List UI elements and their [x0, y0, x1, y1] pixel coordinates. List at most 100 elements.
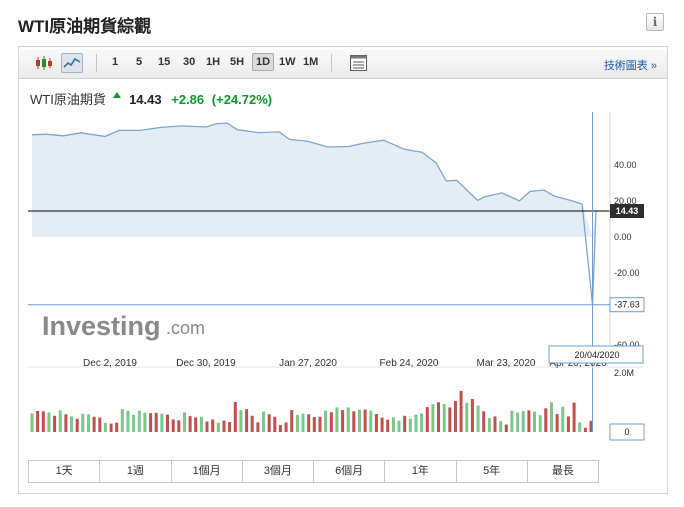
volume-bar	[233, 402, 237, 432]
range-6m[interactable]: 6個月	[314, 461, 386, 482]
volume-bar	[482, 411, 486, 432]
toolbar-separator	[96, 54, 97, 72]
timeframe-1h[interactable]: 1H	[206, 56, 221, 68]
timeframe-15[interactable]: 15	[158, 56, 171, 68]
chart-panel	[18, 46, 668, 494]
logo-main: Investing	[42, 311, 161, 341]
cursor-price-flag-label: -37.63	[614, 300, 640, 310]
volume-bar	[245, 409, 249, 432]
cursor-date-label: 20/04/2020	[574, 350, 619, 360]
volume-bar	[183, 412, 186, 432]
range-1d[interactable]: 1天	[29, 461, 101, 482]
last-price: 14.43	[129, 92, 162, 107]
candlestick-icon[interactable]	[33, 53, 55, 73]
volume-axis-bottom: 0	[624, 427, 629, 437]
date-axis-tick: Dec 2, 2019	[83, 358, 137, 369]
table-icon[interactable]	[349, 53, 371, 73]
volume-bar	[583, 427, 587, 432]
volume-bar	[538, 415, 542, 432]
volume-bar	[408, 418, 412, 432]
volume-bar	[228, 422, 232, 432]
last-price-flag-label: 14.43	[616, 206, 639, 216]
volume-bar	[510, 410, 514, 432]
timeframe-1m[interactable]: 1M	[303, 56, 319, 68]
volume-bar	[566, 416, 570, 432]
volume-bar	[301, 413, 305, 432]
volume-bar	[41, 411, 45, 432]
volume-bar	[521, 411, 525, 432]
volume-bar	[341, 410, 345, 432]
volume-bar	[329, 412, 333, 432]
volume-bar	[273, 416, 277, 432]
timeframe-1[interactable]: 1	[112, 56, 119, 68]
volume-bar	[149, 413, 153, 432]
volume-bar	[205, 421, 209, 432]
range-1y[interactable]: 1年	[385, 461, 457, 482]
logo-suffix: .com	[166, 318, 205, 338]
volume-bar	[126, 411, 130, 432]
timeframe-30[interactable]: 30	[183, 56, 196, 68]
volume-bar	[132, 414, 136, 432]
volume-bar	[499, 421, 503, 432]
volume-bar	[448, 407, 452, 432]
volume-bar	[166, 414, 169, 432]
range-1m[interactable]: 1個月	[172, 461, 243, 482]
line-chart-icon[interactable]	[61, 53, 83, 73]
range-1w[interactable]: 1週	[100, 461, 172, 482]
date-axis-tick: Mar 23, 2020	[477, 358, 536, 369]
investing-logo: Investing .com	[42, 311, 205, 341]
volume-bar	[437, 402, 440, 432]
price-area-fill	[32, 123, 596, 237]
advanced-chart-link[interactable]: 技術圖表 »	[603, 60, 657, 72]
volume-bar	[527, 410, 531, 432]
volume-bar	[346, 407, 350, 432]
range-3m[interactable]: 3個月	[243, 461, 314, 482]
date-axis-tick: Jan 27, 2020	[279, 358, 337, 369]
volume-bar	[290, 410, 294, 432]
volume-bar	[414, 414, 418, 432]
volume-bar	[47, 412, 51, 432]
volume-bar	[352, 411, 356, 432]
timeframe-5[interactable]: 5	[136, 56, 143, 68]
volume-bar	[358, 409, 361, 432]
range-5y[interactable]: 5年	[457, 461, 528, 482]
price-axis-tick: 40.00	[614, 160, 637, 170]
up-arrow-icon	[113, 92, 122, 98]
volume-bar	[262, 411, 265, 432]
range-selector: 1天 1週 1個月 3個月 6個月 1年 5年 最長	[28, 460, 599, 483]
volume-bar	[75, 418, 79, 432]
volume-bar	[487, 418, 491, 432]
volume-bar	[533, 411, 536, 432]
volume-bar	[374, 414, 378, 432]
price-change-percent: (+24.72%)	[211, 92, 273, 107]
range-max[interactable]: 最長	[551, 465, 574, 477]
volume-bar	[504, 424, 508, 432]
volume-bar	[454, 401, 457, 432]
timeframe-1d[interactable]: 1D	[252, 53, 275, 71]
volume-bar	[555, 414, 559, 432]
volume-bar	[420, 413, 424, 432]
volume-bar	[250, 415, 254, 432]
volume-bar	[476, 405, 480, 432]
price-line	[31, 122, 597, 305]
chart-toolbar: 1 5 15 30 1H 5H 1D 1W 1M 技術圖表 »	[19, 49, 667, 79]
volume-bar	[516, 412, 520, 432]
info-icon[interactable]: i	[646, 13, 664, 31]
timeframe-1w[interactable]: 1W	[279, 56, 296, 68]
volume-bar	[369, 410, 373, 432]
volume-bar	[115, 422, 119, 432]
price-change: +2.86	[171, 92, 205, 107]
volume-axis-top: 2.0M	[614, 368, 634, 378]
volume-bar	[58, 410, 62, 432]
volume-bar	[120, 409, 124, 432]
timeframe-5h[interactable]: 5H	[230, 56, 245, 68]
volume-bar	[103, 423, 107, 432]
price-chart[interactable]: Investing .com 40.0020.000.00-20.00-40.0…	[0, 0, 684, 460]
volume-bar	[137, 410, 141, 432]
volume-bar	[572, 402, 576, 432]
price-axis-tick: 20.00	[614, 196, 637, 206]
volume-bar	[160, 413, 164, 432]
volume-bar	[278, 425, 282, 432]
volume-bar	[30, 413, 34, 432]
volume-bar	[324, 410, 328, 432]
